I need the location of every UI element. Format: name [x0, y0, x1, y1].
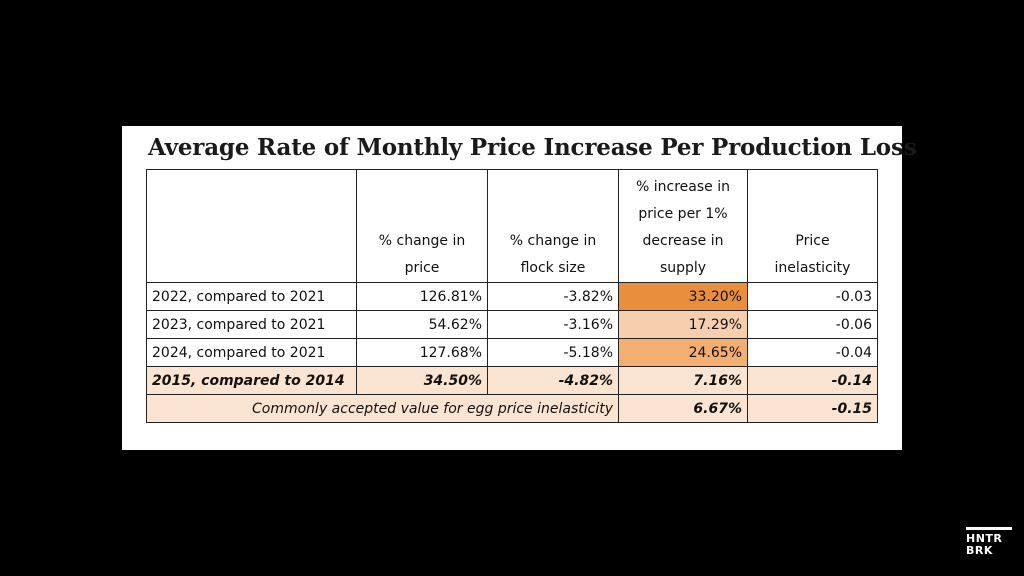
- price-change-cell: 126.81%: [356, 282, 488, 311]
- table-row: 2024, compared to 2021 127.68% -5.18% 24…: [146, 338, 878, 367]
- logo-line2: BRK: [966, 544, 993, 557]
- table-row: 2023, compared to 2021 54.62% -3.16% 17.…: [146, 310, 878, 339]
- header-flock-change: % change in flock size: [487, 169, 619, 283]
- footer-inelasticity: -0.15: [747, 394, 878, 423]
- table-row: 2022, compared to 2021 126.81% -3.82% 33…: [146, 282, 878, 311]
- header-flock-change-text: % change in flock size: [509, 233, 597, 276]
- inelasticity-cell: -0.04: [747, 338, 878, 367]
- logo-bar: [966, 527, 1012, 530]
- price-change-cell: 34.50%: [356, 366, 488, 395]
- footer-label: Commonly accepted value for egg price in…: [146, 394, 619, 423]
- logo-line1: HNTR: [966, 532, 1003, 545]
- row-label: 2024, compared to 2021: [146, 338, 357, 367]
- inelasticity-cell: -0.14: [747, 366, 878, 395]
- row-label: 2015, compared to 2014: [146, 366, 357, 395]
- data-table: % change in price % change in flock size…: [146, 169, 878, 423]
- header-row: % change in price % change in flock size…: [146, 169, 878, 283]
- header-price-change: % change in price: [356, 169, 488, 283]
- row-label: 2023, compared to 2021: [146, 310, 357, 339]
- price-per-supply-cell: 24.65%: [618, 338, 748, 367]
- price-per-supply-cell: 33.20%: [618, 282, 748, 311]
- price-per-supply-cell: 17.29%: [618, 310, 748, 339]
- flock-change-cell: -3.82%: [487, 282, 619, 311]
- header-price-per-supply-text: % increase in price per 1% decrease in s…: [636, 179, 730, 276]
- flock-change-cell: -5.18%: [487, 338, 619, 367]
- table-title: Average Rate of Monthly Price Increase P…: [148, 134, 917, 161]
- header-inelasticity: Price inelasticity: [747, 169, 878, 283]
- row-label: 2022, compared to 2021: [146, 282, 357, 311]
- header-price-per-supply: % increase in price per 1% decrease in s…: [618, 169, 748, 283]
- price-change-cell: 127.68%: [356, 338, 488, 367]
- price-per-supply-cell: 7.16%: [618, 366, 748, 395]
- price-change-cell: 54.62%: [356, 310, 488, 339]
- table-row: 2015, compared to 2014 34.50% -4.82% 7.1…: [146, 366, 878, 395]
- header-price-change-text: % change in price: [378, 233, 466, 276]
- inelasticity-cell: -0.03: [747, 282, 878, 311]
- table-card: Average Rate of Monthly Price Increase P…: [122, 126, 917, 450]
- footer-row: Commonly accepted value for egg price in…: [146, 394, 878, 423]
- inelasticity-cell: -0.06: [747, 310, 878, 339]
- header-inelasticity-text: Price inelasticity: [774, 233, 851, 276]
- flock-change-cell: -4.82%: [487, 366, 619, 395]
- footer-price-per-supply: 6.67%: [618, 394, 748, 423]
- flock-change-cell: -3.16%: [487, 310, 619, 339]
- brand-logo: HNTR BRK: [966, 527, 1012, 557]
- header-empty: [146, 169, 357, 283]
